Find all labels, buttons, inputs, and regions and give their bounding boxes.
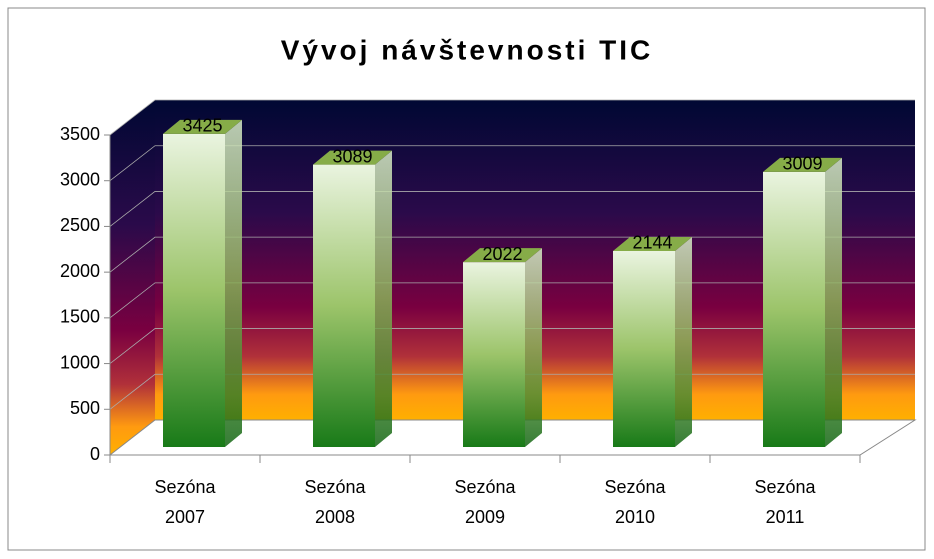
bar-top (313, 150, 392, 165)
value-label: 2144 (632, 233, 672, 253)
x-tick-label: Sezóna 2009 (454, 477, 516, 527)
bar-side (525, 248, 542, 447)
x-tick-label: Sezóna 2011 (754, 477, 816, 527)
value-label: 3089 (332, 146, 372, 166)
x-tick-label: Sezóna 2010 (604, 477, 666, 527)
x-tick-label: Sezóna 2008 (304, 477, 366, 527)
bar (163, 133, 225, 447)
y-tick-label: 3000 (60, 169, 100, 189)
grid-line (109, 99, 915, 136)
bar-side (675, 236, 692, 447)
bar-side (225, 119, 242, 447)
side-wall (110, 100, 155, 455)
bar (463, 262, 525, 447)
bar-top (763, 157, 842, 172)
bar-side (825, 157, 842, 448)
y-tick-label: 2000 (60, 261, 100, 281)
y-tick-label: 0 (90, 444, 100, 464)
value-label: 3425 (182, 116, 222, 136)
bar-top (613, 236, 692, 251)
y-tick-label: 3500 (60, 124, 100, 144)
bar (313, 164, 375, 447)
grid-line (109, 191, 915, 227)
bar-top (163, 119, 242, 134)
bar (613, 250, 675, 447)
bar-side (375, 150, 392, 447)
bar (763, 171, 825, 448)
value-label: 2022 (482, 244, 522, 264)
y-tick-label: 1500 (60, 307, 100, 327)
chart-title: Vývoj návštevnosti TIC (281, 34, 654, 65)
x-tick-label: Sezóna 2007 (154, 477, 216, 527)
y-tick-label: 2500 (60, 215, 100, 235)
bar-top (463, 248, 542, 263)
y-tick-label: 500 (70, 398, 100, 418)
grid-line (109, 145, 915, 182)
y-tick-label: 1000 (60, 352, 100, 372)
value-label: 3009 (782, 154, 822, 174)
